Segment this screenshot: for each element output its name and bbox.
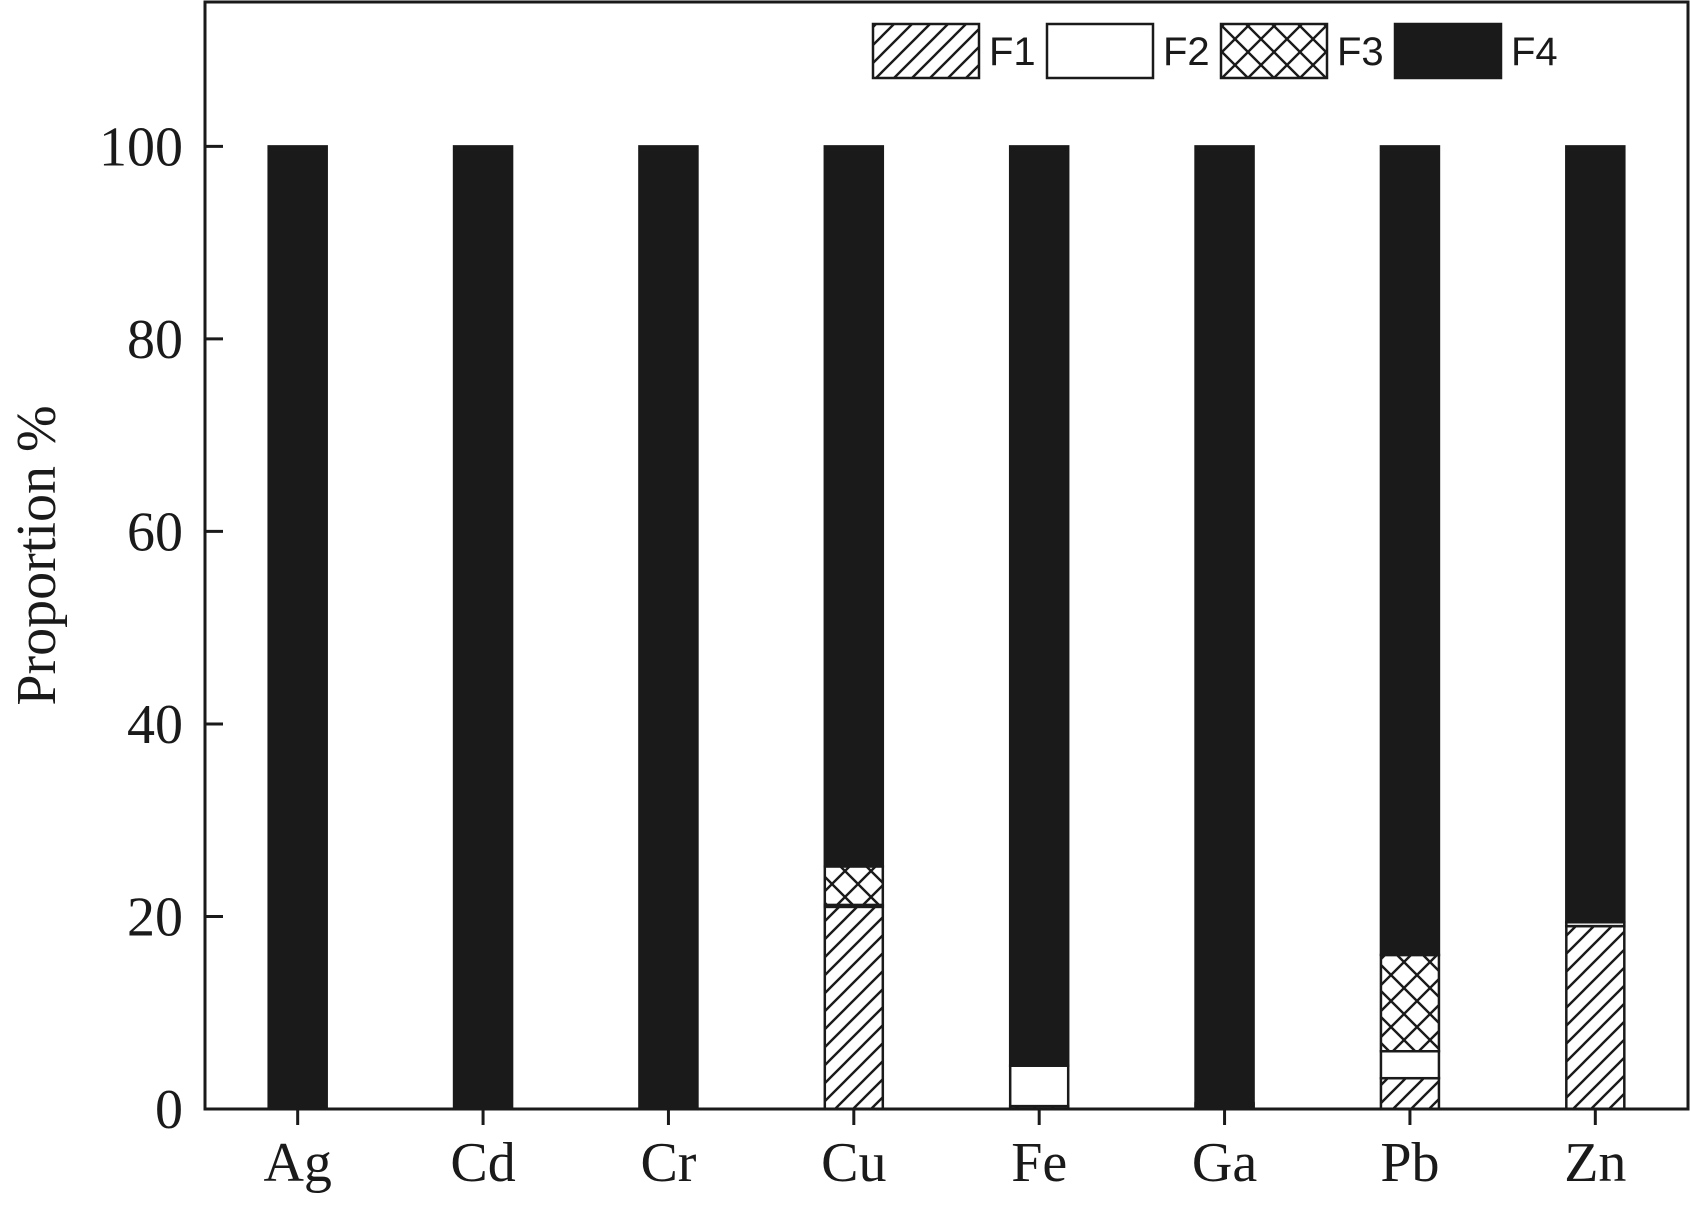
legend-swatch-f4 [1393,22,1503,80]
y-tick-label: 40 [127,694,183,756]
bar-pb-f4 [1379,145,1441,957]
x-axis: Ag Cd Cr Cu Fe Ga Pb Zn [263,1109,1626,1194]
y-tick-label: 20 [127,886,183,948]
bar-cu-f3 [823,865,885,907]
x-category-label-cd: Cd [450,1132,515,1194]
x-category-label-pb: Pb [1380,1132,1439,1194]
bar-pb-f3 [1379,953,1441,1053]
bars-layer [267,145,1626,1111]
legend-swatch-f3 [1219,22,1329,80]
bar-pb-f2 [1379,1049,1441,1080]
x-category-label-fe: Fe [1011,1132,1067,1194]
legend-swatch-f1 [871,22,981,80]
bar-cu-f1 [823,905,885,1111]
plot-frame [203,0,1690,1111]
y-axis-title: Proportion % [6,405,68,705]
legend-label-f3: F3 [1337,30,1384,74]
x-category-label-cu: Cu [821,1132,886,1194]
bar-zn-f1 [1565,924,1626,1111]
y-axis: 0 20 40 60 80 100 [99,116,223,1141]
y-tick-label: 0 [155,1079,183,1141]
bar-cu-f4 [823,145,885,868]
bar-ga-f4 [1194,145,1255,1105]
legend-label-f4: F4 [1511,30,1558,74]
bar-pb-f1 [1379,1076,1441,1111]
legend-label-f2: F2 [1163,30,1210,74]
bar-cr-f4 [638,145,699,1111]
bar-fe-f4 [1008,145,1070,1067]
x-category-label-cr: Cr [640,1132,696,1194]
bar-fe-f2 [1008,1064,1070,1108]
legend: F1 F2 F3 F4 [871,22,1558,80]
bar-zn-f4 [1565,145,1626,924]
x-category-label-ga: Ga [1192,1132,1257,1194]
x-category-label-zn: Zn [1564,1132,1626,1194]
legend-label-f1: F1 [989,30,1036,74]
legend-swatch-f2 [1045,22,1155,80]
bar-ag-f4 [267,145,328,1111]
y-tick-label: 100 [99,116,183,178]
x-category-label-ag: Ag [263,1132,331,1194]
bar-cd-f4 [452,145,514,1111]
y-tick-label: 80 [127,309,183,371]
y-tick-label: 60 [127,501,183,563]
